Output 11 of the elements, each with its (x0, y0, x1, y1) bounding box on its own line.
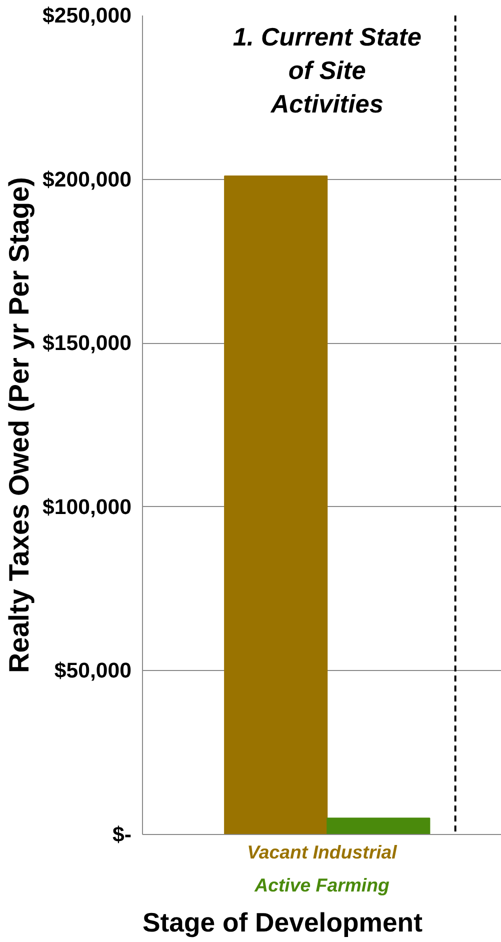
text: Active Farming (254, 874, 390, 896)
annotation: 1. Current State of Site Activities (232, 24, 422, 119)
y-tick-label: $250,000 (42, 4, 132, 28)
y-tick-label: $100,000 (42, 494, 132, 519)
y-tick-label: $150,000 (42, 331, 132, 356)
y-tick-label: $- (112, 822, 132, 846)
y-tick-label: $200,000 (42, 167, 132, 192)
y-axis-title: Realty Taxes Owed (Per yr Per Stage) (4, 177, 35, 673)
series-label: Vacant Industrial (247, 842, 398, 862)
y-tick-label: $50,000 (54, 658, 132, 683)
x-axis-title: Stage of Development (142, 908, 423, 938)
